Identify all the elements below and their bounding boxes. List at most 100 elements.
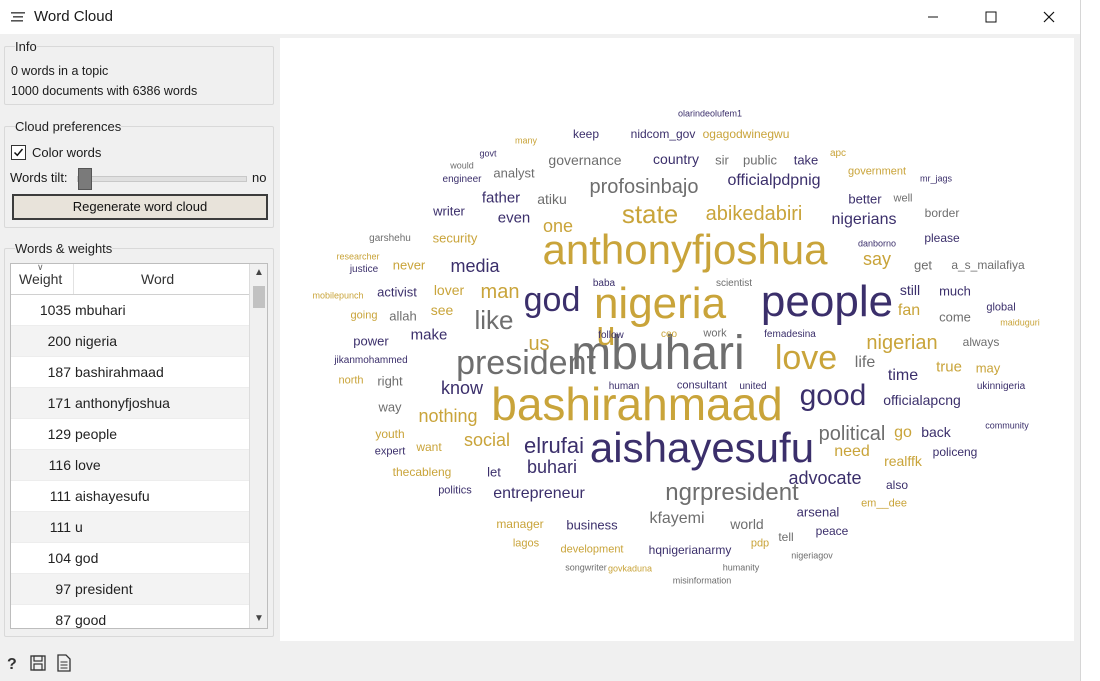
cloud-word[interactable]: community bbox=[985, 420, 1029, 431]
cloud-word[interactable]: would bbox=[450, 160, 474, 171]
cloud-word[interactable]: anthonyfjoshua bbox=[542, 226, 828, 273]
regenerate-word-cloud-button[interactable]: Regenerate word cloud bbox=[12, 194, 268, 220]
cloud-word[interactable]: good bbox=[799, 379, 867, 412]
cloud-word[interactable]: allah bbox=[389, 308, 417, 324]
cloud-word[interactable]: life bbox=[854, 354, 876, 371]
cloud-word[interactable]: security bbox=[432, 230, 478, 246]
cloud-word[interactable]: also bbox=[885, 478, 909, 492]
cloud-word[interactable]: state bbox=[621, 199, 679, 229]
cloud-word[interactable]: elrufai bbox=[524, 433, 584, 458]
cloud-word[interactable]: writer bbox=[433, 203, 465, 219]
cloud-word[interactable]: atiku bbox=[537, 191, 567, 207]
cloud-word[interactable]: always bbox=[962, 335, 1000, 349]
cloud-word[interactable]: nigerians bbox=[831, 211, 897, 228]
save-icon[interactable] bbox=[30, 654, 46, 672]
cloud-word[interactable]: work bbox=[703, 327, 727, 340]
close-button[interactable] bbox=[1026, 0, 1072, 34]
cloud-word[interactable]: want bbox=[416, 440, 442, 454]
cloud-word[interactable]: activist bbox=[377, 284, 417, 300]
cloud-word[interactable]: need bbox=[834, 443, 870, 460]
cloud-word[interactable]: way bbox=[378, 399, 402, 415]
table-row[interactable]: 129 people bbox=[11, 419, 249, 450]
cloud-word[interactable]: aishayesufu bbox=[589, 424, 815, 471]
cloud-word[interactable]: take bbox=[793, 152, 819, 168]
cloud-word[interactable]: back bbox=[921, 424, 951, 440]
cloud-word[interactable]: follow bbox=[598, 330, 624, 341]
cloud-word[interactable]: know bbox=[440, 378, 484, 398]
cloud-word[interactable]: keep bbox=[572, 127, 600, 141]
cloud-word[interactable]: misinformation bbox=[672, 575, 732, 586]
cloud-word[interactable]: go bbox=[894, 424, 912, 441]
cloud-word[interactable]: see bbox=[430, 302, 454, 318]
cloud-word[interactable]: us bbox=[528, 333, 550, 355]
cloud-word[interactable]: still bbox=[899, 282, 921, 298]
table-row[interactable]: 200 nigeria bbox=[11, 326, 249, 357]
cloud-word[interactable]: world bbox=[730, 516, 764, 532]
color-words-checkbox[interactable] bbox=[11, 145, 26, 160]
cloud-word[interactable]: going bbox=[350, 309, 378, 322]
cloud-word[interactable]: apc bbox=[829, 148, 847, 159]
cloud-word[interactable]: scientist bbox=[715, 278, 753, 289]
cloud-word[interactable]: government bbox=[847, 165, 907, 178]
cloud-word[interactable]: social bbox=[463, 430, 511, 450]
cloud-word[interactable]: right bbox=[377, 373, 403, 389]
cloud-word[interactable]: consultant bbox=[676, 379, 728, 392]
cloud-word[interactable]: god bbox=[523, 281, 581, 319]
cloud-word[interactable]: olarindeolufem1 bbox=[677, 108, 743, 119]
cloud-word[interactable]: researcher bbox=[336, 251, 380, 262]
cloud-word[interactable]: govt bbox=[479, 148, 497, 159]
cloud-word[interactable]: buhari bbox=[526, 457, 578, 477]
scroll-up-arrow-icon[interactable]: ▲ bbox=[254, 267, 264, 278]
cloud-word[interactable]: arsenal bbox=[796, 504, 840, 520]
help-icon[interactable]: ? bbox=[5, 654, 21, 672]
cloud-word[interactable]: ukinnigeria bbox=[976, 381, 1026, 392]
cloud-word[interactable]: media bbox=[450, 256, 500, 276]
maximize-button[interactable] bbox=[968, 0, 1014, 34]
cloud-word[interactable]: ogagodwinegwu bbox=[702, 127, 790, 141]
cloud-word[interactable]: manager bbox=[496, 517, 544, 531]
cloud-word[interactable]: many bbox=[514, 135, 538, 146]
cloud-word[interactable]: well bbox=[893, 192, 913, 205]
minimize-button[interactable] bbox=[910, 0, 956, 34]
column-header-word[interactable]: Word bbox=[141, 271, 175, 287]
cloud-word[interactable]: governance bbox=[548, 152, 622, 168]
cloud-word[interactable]: man bbox=[480, 281, 520, 303]
report-icon[interactable] bbox=[56, 654, 72, 672]
cloud-word[interactable]: true bbox=[936, 358, 962, 376]
cloud-word[interactable]: em__dee bbox=[861, 497, 907, 510]
cloud-word[interactable]: nigerian bbox=[866, 332, 938, 354]
cloud-word[interactable]: humanity bbox=[722, 562, 760, 573]
words-tilt-slider-handle[interactable] bbox=[78, 168, 92, 190]
column-header-weight[interactable]: Weight bbox=[19, 271, 63, 287]
cloud-word[interactable]: femadesina bbox=[764, 329, 816, 340]
cloud-word[interactable]: ceo bbox=[660, 329, 678, 340]
table-row[interactable]: 111 u bbox=[11, 512, 249, 543]
cloud-word[interactable]: a_s_mailafiya bbox=[951, 258, 1025, 272]
cloud-word[interactable]: engineer bbox=[442, 174, 482, 185]
cloud-word[interactable]: get bbox=[913, 257, 933, 273]
words-weights-table[interactable]: ∨ Weight Word 1035 mbuhari 200 nigeria 187 ba… bbox=[10, 263, 268, 629]
cloud-word[interactable]: kfayemi bbox=[649, 510, 705, 527]
cloud-word[interactable]: u bbox=[596, 315, 616, 353]
cloud-word[interactable]: officialapcng bbox=[883, 392, 961, 408]
cloud-word[interactable]: youth bbox=[375, 427, 405, 441]
cloud-word[interactable]: come bbox=[939, 309, 971, 325]
cloud-word[interactable]: power bbox=[353, 333, 389, 349]
cloud-word[interactable]: expert bbox=[374, 445, 406, 458]
cloud-word[interactable]: never bbox=[392, 257, 426, 273]
table-row[interactable]: 97 president bbox=[11, 574, 249, 605]
cloud-word[interactable]: songwriter bbox=[565, 562, 607, 573]
cloud-word[interactable]: thecableng bbox=[392, 465, 452, 479]
cloud-word[interactable]: please bbox=[924, 231, 960, 245]
cloud-word[interactable]: mbuhari bbox=[571, 327, 745, 380]
cloud-word[interactable]: danborno bbox=[857, 238, 897, 249]
cloud-word[interactable]: justice bbox=[349, 264, 379, 275]
cloud-word[interactable]: politics bbox=[438, 484, 472, 497]
cloud-word[interactable]: even bbox=[497, 209, 531, 227]
table-row[interactable]: 171 anthonyfjoshua bbox=[11, 388, 249, 419]
cloud-word[interactable]: sir bbox=[715, 152, 729, 168]
cloud-word[interactable]: north bbox=[338, 374, 364, 387]
cloud-word[interactable]: united bbox=[739, 381, 767, 392]
cloud-word[interactable]: garshehu bbox=[369, 233, 411, 244]
cloud-word[interactable]: one bbox=[542, 216, 574, 236]
